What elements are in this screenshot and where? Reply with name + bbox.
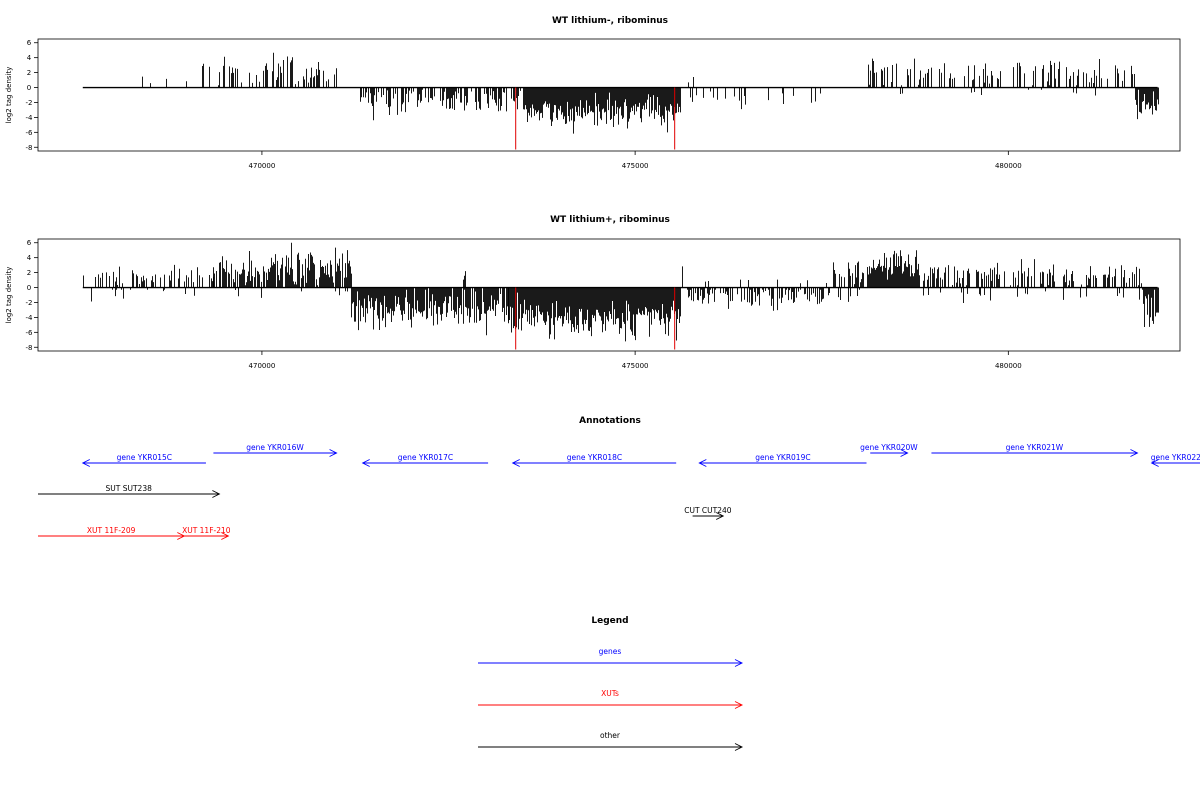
legend-arrow [478,701,744,709]
annotation-label: gene YKR019C [755,453,810,462]
y-axis-ticks: 6 4 2 0 -2 -4 -6 -8 [26,39,38,152]
legend-label: XUTs [601,689,619,698]
legend-arrow [478,659,744,667]
y-tick-label: -4 [26,114,34,122]
legend-items: genes XUTs other [478,647,744,751]
annotation-label: gene YKR018C [567,453,622,462]
x-axis-ticks: 470000 475000 480000 [249,151,1022,170]
y-axis-ticks: 6 4 2 0 -2 -4 -6 -8 [26,239,38,352]
y-tick-label: 0 [27,84,31,92]
annotation-arrow [184,532,230,540]
x-tick-label: 470000 [249,362,276,370]
annotation-label: SUT SUT238 [106,484,153,493]
y-tick-label: 0 [27,284,31,292]
annotation-arrow [38,490,221,498]
legend-arrow [478,743,744,751]
plot-title: WT lithium-, ribominus [552,16,668,26]
plot-frame [37,38,1181,152]
annotation-arrow [692,512,725,520]
density-bars [83,242,1159,342]
y-axis-label: log2 tag density [5,267,13,324]
plot-panel-lithium-minus: WT lithium-, ribominus log2 tag density … [5,16,1181,170]
legend-label: other [600,731,621,740]
annotation-label: gene YKR021W [1006,443,1064,452]
x-tick-label: 480000 [995,362,1022,370]
marker-lines [515,287,676,350]
annotation-label: gene YKR020W [860,443,918,452]
y-tick-label: -2 [26,299,33,307]
annotation-arrow [1150,459,1200,467]
annotation-label: gene YKR022 [1151,453,1200,462]
annotation-arrow [870,449,909,457]
annotation-label: gene YKR017C [398,453,453,462]
y-tick-label: 2 [27,269,31,277]
x-tick-label: 475000 [622,162,649,170]
y-tick-label: -2 [26,99,33,107]
marker-lines [515,87,676,150]
annotations-title: Annotations [579,416,641,426]
y-tick-label: -6 [26,329,34,337]
annotation-arrow [931,449,1139,457]
legend-label: genes [599,647,622,656]
x-tick-label: 480000 [995,162,1022,170]
annotation-label: gene YKR016W [246,443,304,452]
legend: Legend genes XUTs other [478,616,744,751]
plot-frame [37,238,1181,352]
annotation-features: gene YKR015C gene YKR016W gene YKR017C gene… [38,443,1200,540]
y-tick-label: -6 [26,129,34,137]
plot-panel-lithium-plus: WT lithium+, ribominus log2 tag density … [5,215,1181,370]
y-tick-label: -4 [26,314,34,322]
annotation-arrow [511,459,677,467]
x-tick-label: 475000 [622,362,649,370]
y-tick-label: -8 [26,344,33,352]
annotation-label: XUT 11F-210 [182,526,231,535]
annotation-arrow [698,459,867,467]
x-tick-label: 470000 [249,162,276,170]
annotation-label: XUT 11F-209 [87,526,136,535]
annotation-arrow [81,459,206,467]
y-axis-label: log2 tag density [5,67,13,124]
density-bars [142,52,1159,134]
x-axis-ticks: 470000 475000 480000 [249,351,1022,370]
y-tick-label: -8 [26,144,33,152]
y-tick-label: 4 [27,54,32,62]
plot-title: WT lithium+, ribominus [550,215,670,225]
annotation-arrow [213,449,338,457]
annotation-label: gene YKR015C [117,453,172,462]
legend-title: Legend [591,616,628,626]
y-tick-label: 6 [27,239,32,247]
annotation-label: CUT CUT240 [684,506,732,515]
annotation-arrow [361,459,489,467]
y-tick-label: 6 [27,39,32,47]
y-tick-label: 2 [27,69,31,77]
y-tick-label: 4 [27,254,32,262]
